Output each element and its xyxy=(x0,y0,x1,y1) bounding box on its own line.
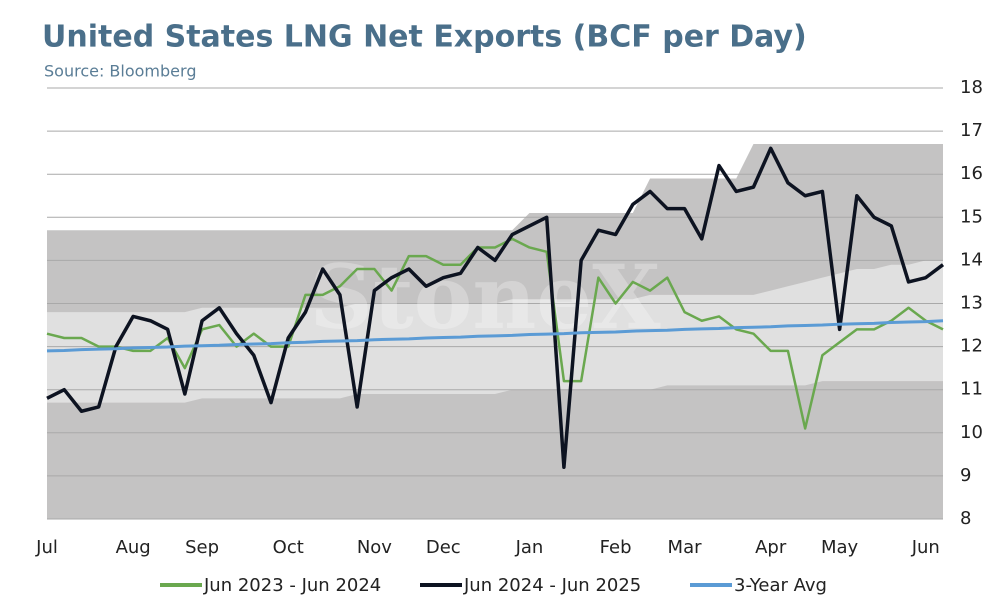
x-tick-label: Jul xyxy=(35,537,58,558)
y-tick-label: 9 xyxy=(960,465,971,486)
y-tick-label: 15 xyxy=(960,206,983,227)
x-tick-label: Aug xyxy=(116,537,151,558)
x-tick-label: Jan xyxy=(515,537,544,558)
x-tick-label: Sep xyxy=(185,537,219,558)
x-tick-label: Jun xyxy=(911,537,940,558)
y-tick-label: 13 xyxy=(960,293,983,314)
x-tick-label: Mar xyxy=(668,537,703,558)
x-tick-label: Apr xyxy=(755,537,787,558)
y-tick-label: 10 xyxy=(960,422,983,443)
range-band xyxy=(47,260,943,403)
legend-label: Jun 2023 - Jun 2024 xyxy=(203,575,381,596)
x-tick-label: Oct xyxy=(273,537,304,558)
y-tick-label: 8 xyxy=(960,508,971,529)
legend-label: 3-Year Avg xyxy=(734,575,827,596)
x-tick-label: Feb xyxy=(600,537,632,558)
y-tick-label: 18 xyxy=(960,77,983,98)
series-line xyxy=(46,319,944,353)
y-tick-label: 16 xyxy=(960,163,983,184)
chart-subtitle: Source: Bloomberg xyxy=(44,62,196,81)
x-tick-label: May xyxy=(821,537,859,558)
y-tick-label: 17 xyxy=(960,120,983,141)
legend-label: Jun 2024 - Jun 2025 xyxy=(463,575,641,596)
y-tick-label: 14 xyxy=(960,249,983,270)
chart-title: United States LNG Net Exports (BCF per D… xyxy=(42,20,807,55)
x-tick-label: Dec xyxy=(426,537,461,558)
y-tick-label: 11 xyxy=(960,379,983,400)
y-tick-label: 12 xyxy=(960,336,983,357)
x-tick-label: Nov xyxy=(357,537,392,558)
